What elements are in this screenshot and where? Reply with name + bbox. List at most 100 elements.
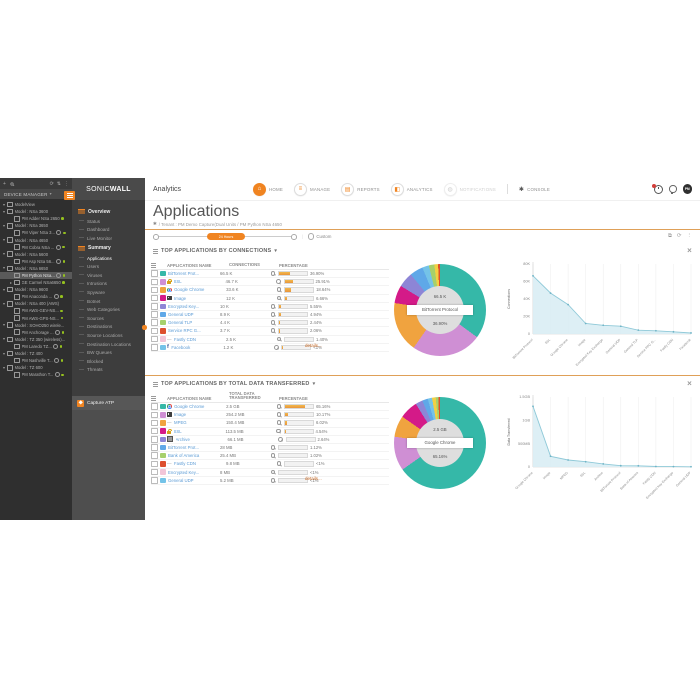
chevron-down-icon[interactable]: ▾	[274, 248, 278, 254]
app-name-link[interactable]: Image	[174, 412, 187, 418]
app-name-link[interactable]: Image	[174, 295, 187, 301]
tree-item[interactable]: PM Anchorage ...	[0, 329, 72, 336]
sidebar-item-destinations[interactable]: — Destinations	[72, 323, 145, 332]
row-checkbox[interactable]	[151, 427, 158, 435]
refresh-icon[interactable]: ⟳	[49, 180, 54, 187]
magnifier-icon[interactable]	[270, 328, 276, 334]
app-name-link[interactable]: General UDP	[168, 312, 194, 318]
kebab-menu-icon[interactable]: ⋮	[686, 233, 693, 239]
expander-icon[interactable]: ▾	[3, 364, 6, 370]
sidebar-item-blocked[interactable]: — Blocked	[72, 357, 145, 366]
tree-item[interactable]: ▾ Model : NSa 3600	[0, 208, 72, 215]
app-name-link[interactable]: Encrypted Key...	[168, 469, 200, 475]
export-icon[interactable]: ⧉	[667, 233, 672, 239]
sidebar-item-destination-locations[interactable]: — Destination Locations	[72, 340, 145, 349]
app-name-link[interactable]: Google Chrome	[174, 287, 205, 293]
magnifier-icon[interactable]	[270, 312, 276, 318]
expander-icon[interactable]: ▾	[3, 222, 6, 228]
magnifier-icon[interactable]	[276, 420, 282, 426]
app-name-link[interactable]: Service RPC G...	[168, 328, 201, 334]
row-checkbox[interactable]	[151, 460, 158, 468]
nav-section-overview[interactable]: Overview	[72, 206, 145, 217]
row-checkbox[interactable]	[151, 444, 158, 451]
magnifier-icon[interactable]	[273, 344, 279, 350]
help-bulb-icon[interactable]	[669, 185, 677, 194]
sidebar-item-dashboard[interactable]: — Dashboard	[72, 226, 145, 235]
tree-item[interactable]: PM Nashville T...	[0, 357, 72, 364]
select-all-header[interactable]	[151, 396, 167, 401]
tree-item[interactable]: PM Viper NSa 3...	[0, 229, 72, 236]
magnifier-icon[interactable]	[276, 461, 282, 467]
expander-icon[interactable]: ▾	[3, 265, 6, 271]
sidebar-item-status[interactable]: — Status	[72, 217, 145, 226]
sidebar-item-users[interactable]: — Users	[72, 262, 145, 271]
slider-end-knob[interactable]	[291, 234, 297, 240]
sidebar-item-botnet[interactable]: — Botnet	[72, 297, 145, 306]
expander-icon[interactable]: ▸	[10, 279, 13, 285]
magnifier-icon[interactable]	[270, 477, 276, 483]
app-name-link[interactable]: BitTorrent Prot...	[168, 445, 200, 451]
time-range-pill[interactable]: 24 Hours	[207, 233, 245, 240]
row-checkbox[interactable]	[151, 468, 158, 476]
expander-icon[interactable]: ▾	[3, 286, 6, 292]
sidebar-item-applications[interactable]: — Applications	[72, 254, 145, 263]
magnifier-icon[interactable]	[270, 303, 276, 309]
expander-icon[interactable]: ▾	[3, 237, 6, 243]
app-name-link[interactable]: Fastly CDN	[174, 336, 196, 342]
row-checkbox[interactable]	[151, 311, 158, 318]
row-checkbox[interactable]	[151, 403, 158, 410]
expander-icon[interactable]: ▾	[3, 251, 6, 257]
row-checkbox[interactable]	[151, 270, 158, 277]
refresh-icon[interactable]: ⟳	[676, 233, 682, 239]
row-checkbox[interactable]	[151, 303, 158, 310]
select-all-header[interactable]	[151, 263, 167, 268]
top-nav-reports[interactable]: ▤ REPORTS	[341, 182, 380, 196]
tree-item[interactable]: ▾ Model : TZ 400	[0, 350, 72, 357]
row-checkbox[interactable]	[151, 419, 158, 427]
tree-item[interactable]: ▾ Model : NSa 400 (AWS)	[0, 300, 72, 307]
nav-section-summary[interactable]: Summary	[72, 243, 145, 254]
tree-item[interactable]: PM Asp NSa 56...	[0, 258, 72, 265]
sidebar-item-web-categories[interactable]: — Web Categories	[72, 305, 145, 314]
tree-item[interactable]: PM AWS-GEV-NS...	[0, 307, 72, 314]
custom-range-radio[interactable]	[308, 233, 315, 240]
app-name-link[interactable]: Encrypted Key...	[168, 303, 200, 309]
slider-start-knob[interactable]	[153, 234, 159, 240]
chevron-down-icon[interactable]: ▾	[312, 381, 316, 387]
tree-item[interactable]: ▾ Model : TZ 350 (wireless)...	[0, 336, 72, 343]
magnifier-icon[interactable]	[276, 279, 282, 285]
top-nav-notifications[interactable]: ◍ NOTIFICATIONS	[443, 182, 496, 196]
magnifier-icon[interactable]	[270, 271, 276, 277]
tree-item[interactable]: ▾ Model : NSa 4650	[0, 236, 72, 243]
app-name-link[interactable]: BitTorrent Prot...	[168, 271, 200, 277]
tree-item[interactable]: ▾ Model : TZ 600	[0, 364, 72, 371]
app-name-link[interactable]: SSL	[173, 428, 182, 434]
expander-icon[interactable]: ▾	[3, 350, 6, 356]
app-name-link[interactable]: General TLP	[168, 320, 193, 326]
app-name-link[interactable]: Facebook	[171, 344, 191, 350]
row-checkbox[interactable]	[151, 335, 158, 343]
tree-item[interactable]: ▾ Model : NSa 3650	[0, 222, 72, 229]
tree-item[interactable]: ▸ GE Carmel NSa6650	[0, 279, 72, 286]
sidebar-item-source-locations[interactable]: — Source Locations	[72, 331, 145, 340]
top-nav-console[interactable]: ✱ CONSOLE	[519, 186, 550, 193]
sidebar-collapse-button[interactable]	[64, 191, 75, 200]
avatar[interactable]: PM	[682, 184, 692, 194]
magnifier-icon[interactable]	[270, 469, 276, 475]
time-range-slider[interactable]: 24 Hours	[153, 233, 297, 240]
magnifier-icon[interactable]	[276, 412, 282, 418]
expander-icon[interactable]: ▾	[3, 208, 6, 214]
top-nav-home[interactable]: ⌂ HOME	[253, 182, 283, 196]
sidebar-item-spyware[interactable]: — Spyware	[72, 288, 145, 297]
magnifier-icon[interactable]	[276, 287, 282, 293]
details-link[interactable]: details...	[305, 476, 322, 481]
add-device-icon[interactable]: +	[3, 180, 6, 187]
tree-item[interactable]: PM Laredo TZ...	[0, 343, 72, 350]
sort-icon[interactable]: ⇅	[56, 180, 61, 187]
app-name-link[interactable]: Google Chrome	[174, 404, 205, 410]
row-checkbox[interactable]	[151, 344, 158, 351]
device-manager-dropdown[interactable]: DEVICE MANAGER ▾	[0, 189, 72, 199]
search-icon[interactable]	[9, 181, 15, 186]
tree-item[interactable]: PM Cobra NSa ...	[0, 244, 72, 251]
app-name-link[interactable]: SSL	[173, 279, 182, 285]
